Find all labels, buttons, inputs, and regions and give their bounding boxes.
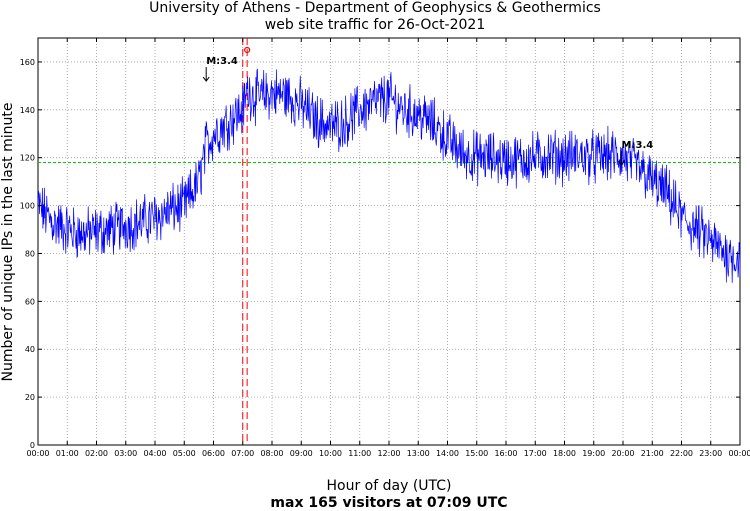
y-axis-label: Number of unique IPs in the last minute [0,103,16,382]
max-point-marker [244,46,251,54]
x-tick-label: 02:00 [85,449,108,458]
x-tick-label: 22:00 [670,449,693,458]
y-tick-label: 20 [25,393,35,402]
chart-subtitle: web site traffic for 26-Oct-2021 [265,17,486,33]
x-tick-label: 08:00 [260,449,283,458]
x-tick-label: 03:00 [114,449,137,458]
x-tick-label: 04:00 [143,449,166,458]
plot-area: M:3.4 M:3.4 0 20 40 60 80 100 120 140 160 00:00 01… [20,37,750,458]
x-tick-label: 05:00 [173,449,196,458]
y-tick-label: 100 [20,202,35,211]
y-tick-label: 120 [20,154,35,163]
chart-title: University of Athens - Department of Geo… [149,0,601,16]
y-tick-label: 60 [25,297,35,306]
event-arrow-head [618,160,625,166]
x-tick-label: 10:00 [319,449,342,458]
x-tick-label: 00:00 [26,449,49,458]
chart-footer: max 165 visitors at 07:09 UTC [270,495,507,511]
y-axis-ticks: 0 20 40 60 80 100 120 140 160 [20,58,740,450]
x-tick-label: 17:00 [524,449,547,458]
x-tick-label: 12:00 [377,449,400,458]
x-tick-label: 15:00 [465,449,488,458]
series-line [37,68,741,283]
x-tick-label: 23:00 [699,449,722,458]
event-annotation: M:3.4 [622,140,654,151]
y-tick-label: 80 [25,249,35,258]
x-tick-label: 19:00 [582,449,605,458]
y-tick-label: 160 [20,58,35,67]
x-tick-label: 06:00 [202,449,225,458]
x-tick-label: 00:00 [728,449,750,458]
series-layer [37,68,741,283]
y-tick-label: 0 [30,441,35,450]
y-tick-label: 140 [20,106,35,115]
event-arrow-head [202,76,210,82]
x-tick-label: 11:00 [348,449,371,458]
x-tick-label: 20:00 [611,449,634,458]
markers: M:3.4 M:3.4 [202,46,654,166]
x-tick-label: 18:00 [553,449,576,458]
x-tick-label: 01:00 [56,449,79,458]
x-tick-label: 13:00 [407,449,430,458]
y-tick-label: 40 [25,345,35,354]
x-tick-label: 09:00 [290,449,313,458]
x-axis-label: Hour of day (UTC) [327,478,452,494]
x-tick-label: 07:00 [231,449,254,458]
x-tick-label: 14:00 [436,449,459,458]
x-tick-label: 21:00 [641,449,664,458]
event-annotation: M:3.4 [206,56,238,67]
x-axis-ticks: 00:00 01:00 02:00 03:00 04:00 05:00 06:00 07:00… [26,38,750,458]
x-tick-label: 16:00 [494,449,517,458]
